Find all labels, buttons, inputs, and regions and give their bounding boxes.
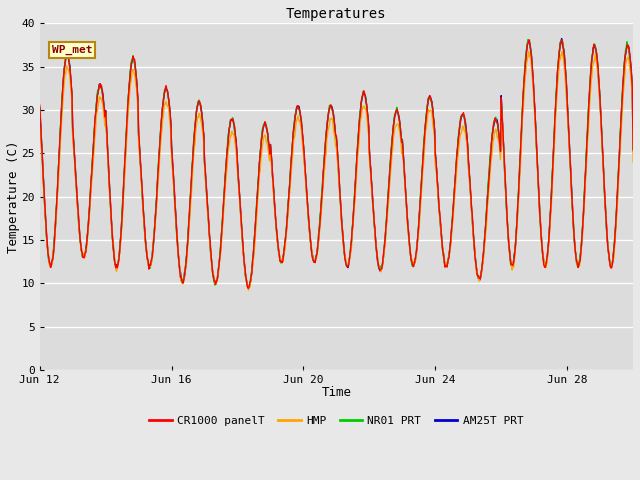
Text: WP_met: WP_met <box>52 45 92 55</box>
Legend: CR1000 panelT, HMP, NR01 PRT, AM25T PRT: CR1000 panelT, HMP, NR01 PRT, AM25T PRT <box>145 411 528 430</box>
X-axis label: Time: Time <box>321 386 351 399</box>
Title: Temperatures: Temperatures <box>286 7 387 21</box>
Y-axis label: Temperature (C): Temperature (C) <box>7 141 20 253</box>
